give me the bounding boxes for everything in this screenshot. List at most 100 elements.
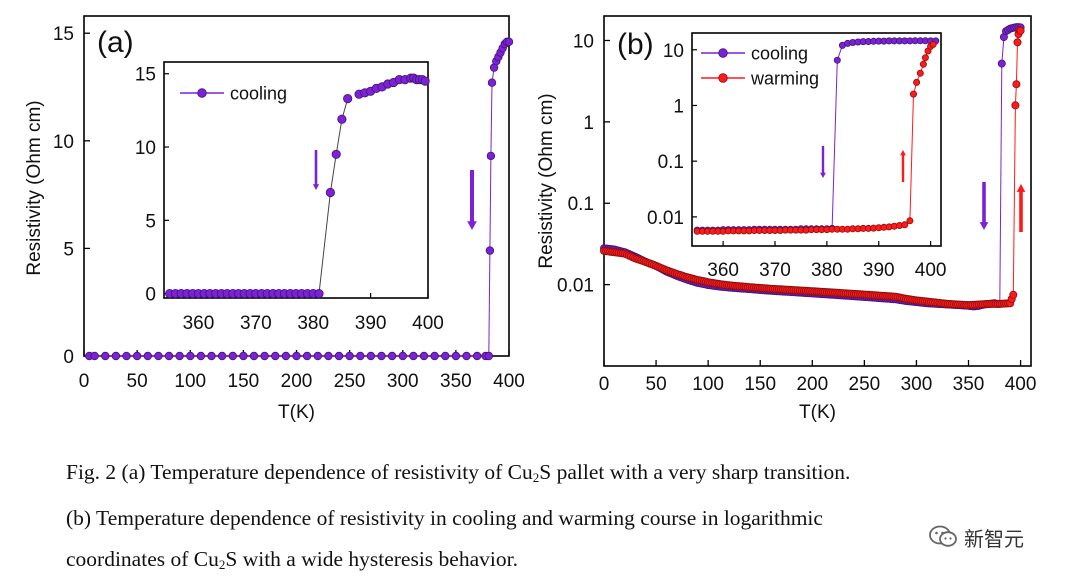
- panel-b-xtick-label: 200: [796, 374, 828, 395]
- panel-b: 0 50 100 150 200 250 300 350 400 0.01 0.1 1 10 T(K) Re…: [536, 15, 1037, 423]
- panel-a-series-cooling-point: [485, 246, 495, 255]
- panel-b-inset-series-cooling-point: [833, 56, 841, 64]
- panel-b-inset-xtick-label: 390: [863, 260, 895, 281]
- panel-a-series-cooling-point: [334, 351, 344, 361]
- panel-a-inset-ytick-label: 15: [135, 65, 156, 86]
- panel-a-series-cooling-point: [217, 351, 227, 361]
- panel-a-series-cooling-point: [260, 351, 269, 361]
- panel-b-inset-legend-label: cooling: [751, 43, 808, 63]
- panel-a-series-cooling-point: [186, 351, 195, 361]
- panel-a-series-cooling-point: [164, 351, 174, 361]
- panel-a-series-cooling-point: [377, 351, 386, 361]
- panel-b-inset-xtick-label: 370: [759, 260, 791, 281]
- panel-a-inset-xtick-label: 370: [240, 313, 272, 334]
- panel-a-xtick-label: 150: [228, 371, 260, 392]
- panel-b-series-warming-point: [1011, 101, 1020, 110]
- panel-a-series-cooling-point: [154, 351, 163, 361]
- panel-a-series-cooling-point: [504, 37, 514, 46]
- panel-b-inset-series-warming-point: [929, 40, 937, 48]
- panel-b-inset-ytick-label: 1: [673, 96, 684, 117]
- panel-a-inset-point: [325, 187, 335, 198]
- panel-a-inset-arrow-head: [312, 184, 320, 190]
- panel-a-inset-point: [337, 114, 347, 124]
- panel-a-series-cooling-point: [486, 151, 496, 161]
- panel-a-series-cooling-point: [451, 351, 461, 361]
- panel-a-series-cooling-point: [366, 351, 376, 361]
- panel-a-inset: 360 370 380 390 400 0 5 10 15 cooling: [135, 61, 444, 334]
- panel-b-inset-series-warming-point: [901, 221, 909, 229]
- panel-b-arrow-cooling-head: [979, 222, 989, 230]
- panel-a-inset-ytick-label: 0: [145, 285, 156, 306]
- panel-a-series-cooling-point: [175, 351, 184, 361]
- panel-a: 0 50 100 150 200 250 300 350 400051015T(K)Resist…: [24, 15, 525, 423]
- panel-b-inset-arrow-warming-head: [900, 150, 906, 156]
- panel-a-series-cooling-point: [196, 351, 206, 361]
- panel-b-inset-legend-swatch-marker: [718, 73, 728, 83]
- panel-b-xtick-label: 150: [744, 374, 776, 395]
- panel-a-series-cooling-point: [228, 351, 237, 361]
- panel-b-inset-series-warming-point: [913, 78, 921, 86]
- panel-a-series-cooling-point: [249, 351, 259, 361]
- panel-a-inset-xtick-label: 400: [412, 313, 444, 334]
- watermark-text: 新智元: [964, 526, 1024, 551]
- panel-a-xtick-label: 400: [493, 371, 525, 392]
- panel-b-inset: 360 370 380 390 400 0.01 0.1 1 10 cooling warming: [647, 32, 946, 281]
- panel-a-xtick-label: 200: [281, 371, 313, 392]
- panel-b-ytick-label: 1: [583, 113, 594, 134]
- panel-b-series-warming-point: [1016, 26, 1025, 35]
- panel-a-series-cooling-point: [143, 351, 152, 361]
- panel-b-ytick-label: 0.01: [557, 276, 594, 297]
- panel-b-xtick-label: 350: [953, 374, 985, 395]
- panel-b-inset-arrow-cooling-head: [820, 172, 826, 178]
- panel-a-series-cooling-point: [239, 351, 248, 361]
- panel-b-inset-legend-swatch-marker: [718, 48, 728, 58]
- panel-a-ytick-label: 0: [63, 347, 74, 368]
- panel-a-xtick-label: 300: [387, 371, 419, 392]
- panel-a-ylabel: Resistivity (Ohm cm): [24, 100, 45, 275]
- panel-a-series-cooling-point: [132, 351, 142, 361]
- panel-b-inset-ytick-label: 0.1: [658, 152, 684, 173]
- panel-a-inset-legend-swatch-marker: [197, 88, 207, 98]
- panel-a-xtick-label: 100: [174, 371, 206, 392]
- panel-a-series-cooling-point: [356, 351, 365, 361]
- panel-a-series-cooling-point: [122, 351, 131, 361]
- panel-a-inset-xtick-label: 380: [297, 313, 329, 334]
- panel-b-xtick-label: 400: [1005, 374, 1037, 395]
- panel-b-inset-ytick-label: 10: [663, 41, 684, 62]
- panel-a-xtick-label: 250: [334, 371, 366, 392]
- panel-a-series-cooling-point: [345, 351, 354, 361]
- panel-b-label: (b): [617, 28, 654, 61]
- panel-a-ytick-label: 15: [53, 24, 74, 45]
- panel-b-inset-legend-label: warming: [750, 68, 819, 88]
- caption-line-1: Fig. 2 (a) Temperature dependence of res…: [66, 460, 851, 485]
- panel-a-series-cooling-point: [101, 351, 110, 361]
- panel-b-xtick-label: 100: [692, 374, 724, 395]
- panel-a-arrow-head: [467, 221, 477, 230]
- figure-caption: Fig. 2 (a) Temperature dependence of res…: [66, 452, 1026, 585]
- panel-b-series-cooling-point: [997, 59, 1006, 68]
- panel-b-inset-xtick-label: 360: [707, 260, 739, 281]
- panel-a-inset-xtick-label: 390: [355, 313, 387, 334]
- panel-a-inset-point: [343, 94, 353, 104]
- panel-b-ylabel: Resistivity (Ohm cm): [536, 93, 557, 268]
- panel-b-inset-xtick-label: 380: [811, 260, 843, 281]
- panel-b-frame: [603, 15, 1032, 367]
- panel-a-xtick-label: 50: [127, 371, 148, 392]
- panel-a-series-cooling-point: [462, 351, 471, 361]
- panel-a-series-cooling-point: [313, 351, 322, 361]
- panel-a-series-cooling-point: [430, 351, 439, 361]
- panel-b-inset-series-warming-point: [906, 217, 914, 225]
- panel-a-series-cooling-point: [472, 351, 482, 361]
- panel-a-inset-xtick-label: 360: [183, 313, 215, 334]
- panel-b-xlabel: T(K): [799, 402, 836, 423]
- panel-b-inset-series-warming-point: [910, 90, 918, 98]
- panel-a-series-cooling-point: [484, 351, 493, 361]
- panel-a-series-cooling-point: [271, 351, 280, 361]
- panel-b-inset-ytick-label: 0.01: [647, 208, 684, 229]
- panel-a-series-cooling-point: [281, 351, 291, 361]
- panel-a-ytick-label: 10: [53, 132, 74, 153]
- panel-a-series-cooling-point: [441, 351, 450, 361]
- panel-b-arrow-warming-head: [1016, 184, 1026, 192]
- caption-line-3: coordinates of Cu2S with a wide hysteres…: [66, 547, 518, 572]
- panel-b-inset-frame: [691, 32, 942, 247]
